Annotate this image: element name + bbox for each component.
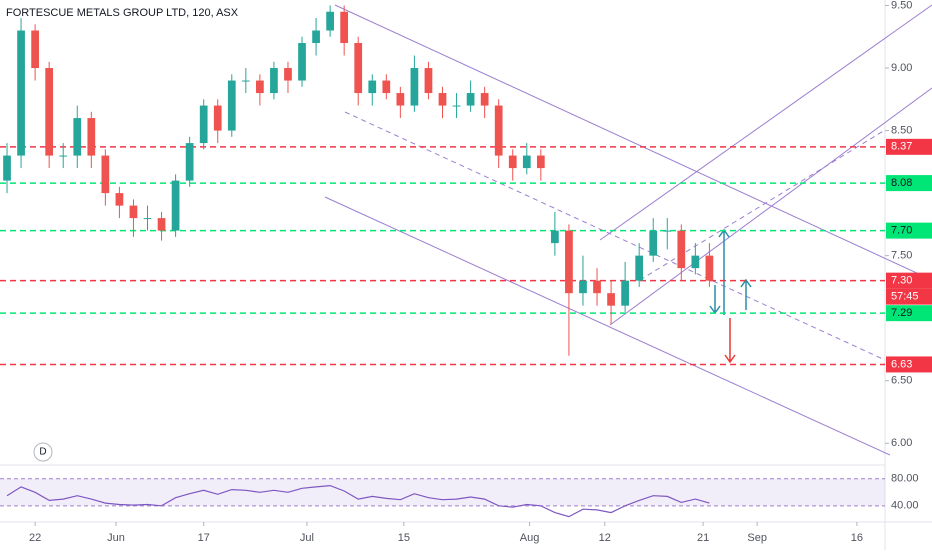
level-label: 7.30	[891, 275, 912, 287]
countdown: 57:45	[891, 291, 919, 303]
candle-body	[171, 180, 180, 231]
level-label: 7.29	[891, 307, 912, 319]
candle-body	[256, 80, 264, 94]
candle-body	[607, 293, 615, 306]
candle-body	[45, 68, 54, 156]
candle-body	[143, 218, 152, 220]
candle-body	[551, 230, 559, 244]
x-tick-label: 16	[851, 532, 863, 544]
x-tick-label: 21	[697, 532, 709, 544]
level-label: 8.08	[891, 177, 912, 189]
candle-body	[340, 11, 349, 44]
x-tick-label: Sep	[747, 532, 767, 544]
candle-body	[73, 118, 82, 156]
rsi-line	[6, 484, 710, 518]
y-tick-label: 9.00	[891, 62, 912, 74]
rsi-tick-label: 40.00	[891, 500, 919, 512]
candle-body	[270, 68, 278, 94]
candle-body	[241, 80, 250, 82]
candle-body	[115, 193, 124, 206]
level-tag	[886, 272, 932, 289]
candle-body	[3, 155, 11, 181]
y-tick-label: 6.50	[891, 375, 912, 387]
level-tag	[886, 222, 932, 239]
candle-body	[227, 80, 236, 131]
candle-body	[59, 155, 68, 157]
rsi-tick-label: 80.00	[891, 473, 919, 485]
dividend-marker[interactable]	[33, 442, 53, 462]
candle-body	[705, 255, 714, 281]
candle-body	[480, 93, 489, 106]
candle-body	[565, 230, 573, 294]
chart-title: FORTESCUE METALS GROUP LTD, 120, ASX	[6, 7, 239, 19]
x-tick-label: Jun	[107, 532, 125, 544]
candle-body	[410, 68, 419, 106]
candle-body	[354, 43, 363, 94]
countdown-tag	[886, 288, 932, 305]
x-tick-label: 17	[198, 532, 210, 544]
candle-body	[213, 105, 222, 131]
candle-body	[494, 105, 503, 156]
candle-body	[199, 105, 208, 144]
dividend-letter[interactable]: D	[39, 447, 46, 458]
arrow-down-red	[724, 318, 736, 364]
level-label: 7.70	[891, 225, 912, 237]
candle-body	[101, 155, 110, 194]
level-tag	[886, 138, 932, 155]
rsi-band	[0, 478, 885, 506]
candle-body	[424, 68, 433, 94]
channel-lower	[324, 196, 891, 456]
candle-body	[536, 155, 545, 169]
candle-body	[691, 255, 700, 269]
level-label: 8.37	[891, 141, 912, 153]
candle-body	[452, 105, 461, 107]
candle-body	[17, 30, 25, 156]
candle-body	[677, 230, 686, 269]
candle-body	[663, 230, 672, 232]
channel-mid	[344, 111, 886, 361]
candle-body	[382, 80, 391, 94]
candle-body	[87, 118, 96, 156]
y-tick-label: 6.00	[891, 437, 912, 449]
candle-body	[466, 93, 475, 106]
y-tick-label: 8.50	[891, 124, 912, 136]
rising-channel-low	[609, 87, 932, 326]
candle-body	[396, 93, 405, 106]
candle-body	[326, 11, 334, 31]
candle-body	[284, 68, 292, 81]
x-tick-label: Jul	[300, 532, 314, 544]
level-label: 6.63	[891, 358, 912, 370]
x-tick-label: Aug	[520, 532, 540, 544]
level-tag	[886, 305, 932, 322]
x-tick-label: 22	[29, 532, 41, 544]
candle-body	[621, 280, 629, 306]
trend-lines	[324, 4, 932, 456]
channel-upper	[334, 4, 932, 281]
candle-body	[593, 280, 601, 294]
level-tag	[886, 175, 932, 192]
x-tick-label: 15	[398, 532, 410, 544]
candle-body	[579, 280, 587, 294]
candle-body	[508, 155, 517, 169]
candle-body	[31, 30, 39, 69]
candle-body	[298, 43, 306, 81]
candle-body	[438, 93, 447, 106]
level-tag	[886, 356, 932, 373]
candle-body	[635, 255, 644, 281]
candle-body	[129, 205, 138, 219]
x-tick-label: 12	[599, 532, 611, 544]
rising-channel-high	[599, 4, 932, 241]
candle-body	[312, 30, 320, 44]
candle-body	[157, 218, 166, 231]
candle-body	[522, 155, 531, 169]
candle-body	[185, 143, 194, 181]
y-tick-label: 9.50	[891, 0, 912, 11]
candle-body	[368, 80, 377, 94]
candle-body	[649, 230, 658, 256]
y-tick-label: 7.50	[891, 250, 912, 262]
